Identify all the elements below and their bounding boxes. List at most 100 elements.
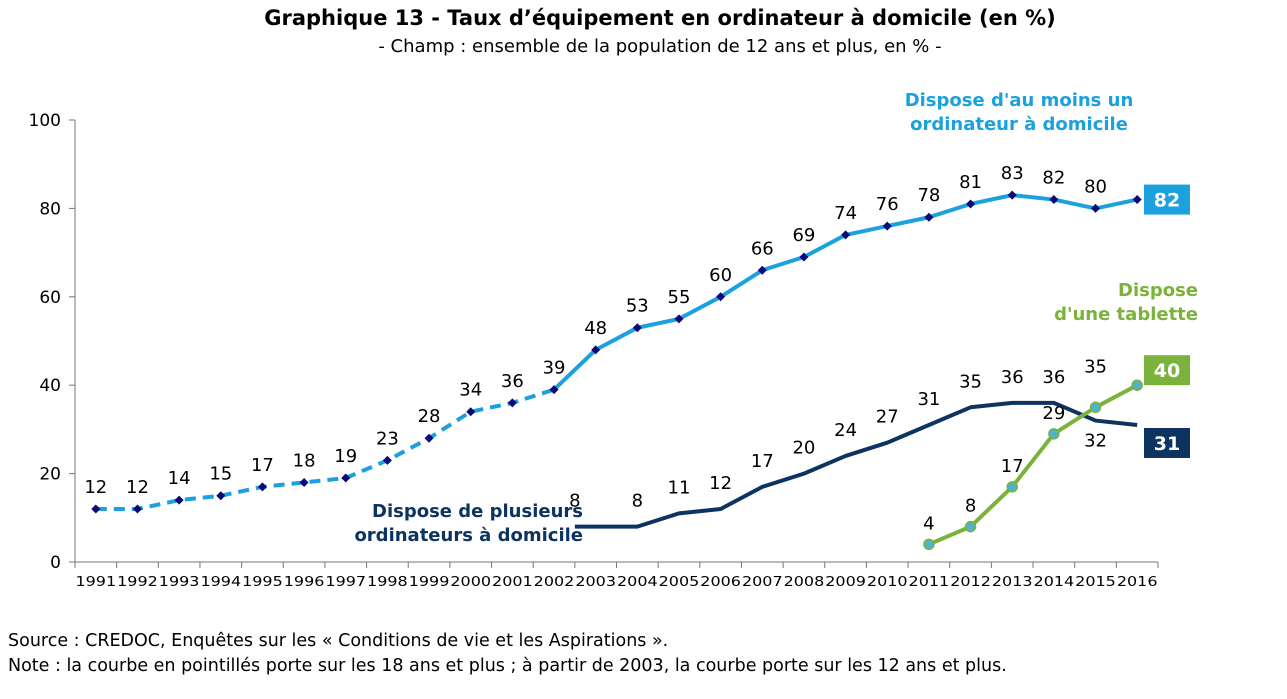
data-point-marker <box>299 477 309 487</box>
data-point-marker <box>841 230 851 240</box>
data-label: 23 <box>376 428 399 449</box>
data-point-marker <box>257 482 267 492</box>
data-point-marker <box>757 265 767 275</box>
data-point-marker <box>549 385 559 395</box>
x-tick-label: 1993 <box>159 574 200 590</box>
data-label: 81 <box>959 172 982 193</box>
data-label: 17 <box>251 455 274 476</box>
data-label: 12 <box>84 477 107 498</box>
series-label-plusieurs: ordinateurs à domicile <box>354 525 583 546</box>
x-tick-label: 1991 <box>75 574 116 590</box>
x-tick-label: 2006 <box>700 574 741 590</box>
data-label: 24 <box>834 420 857 441</box>
data-label: 20 <box>792 438 815 459</box>
chart-subtitle: - Champ : ensemble de la population de 1… <box>378 36 942 57</box>
data-label: 60 <box>709 265 732 286</box>
data-label: 82 <box>1042 168 1065 189</box>
data-point-marker <box>591 345 601 355</box>
x-tick-label: 2004 <box>617 574 658 590</box>
data-point-marker <box>91 504 101 514</box>
x-tick-label: 2010 <box>867 574 908 590</box>
x-tick-label: 1998 <box>367 574 408 590</box>
data-point-marker <box>341 473 351 483</box>
data-point-marker <box>1132 195 1142 205</box>
y-tick-label: 20 <box>39 465 61 485</box>
x-tick-label: 1995 <box>242 574 283 590</box>
end-value-badge-plusieurs-text: 31 <box>1154 433 1180 455</box>
series-line-dashed <box>95 387 555 511</box>
data-point-marker <box>716 292 726 302</box>
end-value-badge-plusieurs <box>1144 427 1190 458</box>
data-label: 55 <box>668 287 691 308</box>
data-label: 11 <box>668 477 691 498</box>
x-tick-label: 2016 <box>1117 574 1158 590</box>
data-label: 32 <box>1084 431 1107 452</box>
data-label: 53 <box>626 296 649 317</box>
data-label: 78 <box>917 185 940 206</box>
data-label: 17 <box>1001 456 1024 477</box>
data-point-marker <box>1006 481 1018 493</box>
y-tick-label: 60 <box>39 288 61 308</box>
data-point-marker <box>924 212 934 222</box>
x-tick-label: 2014 <box>1034 574 1075 590</box>
end-value-badge-ordinateur <box>1144 184 1190 215</box>
data-label: 18 <box>293 450 316 471</box>
chart-axes: 0 20 40 60 80 100 1991 1992 1993 1994 1995 1996 1997… <box>29 111 1159 590</box>
data-label: 8 <box>569 491 580 512</box>
data-label: 36 <box>1001 367 1024 388</box>
data-point-marker <box>964 520 977 533</box>
series-label-tablette: Dispose <box>1118 280 1198 301</box>
x-tick-label: 1997 <box>325 574 366 590</box>
x-tick-label: 2000 <box>450 574 491 590</box>
data-label: 69 <box>792 225 815 246</box>
series-line <box>574 400 1138 529</box>
end-value-badge-tablette-text: 40 <box>1154 360 1180 382</box>
data-label: 48 <box>584 318 607 339</box>
x-tick-label: 1992 <box>117 574 158 590</box>
data-point-marker <box>923 538 935 551</box>
chart-title: Graphique 13 - Taux d’équipement en ordi… <box>264 6 1056 30</box>
data-label: 12 <box>126 477 149 498</box>
data-label: 8 <box>632 491 643 512</box>
data-point-marker <box>216 491 226 501</box>
data-label: 15 <box>209 464 232 485</box>
data-label: 4 <box>923 513 934 534</box>
data-point-marker <box>1007 190 1017 200</box>
data-point-marker <box>382 455 392 465</box>
data-label: 28 <box>418 406 441 427</box>
end-value-badge-ordinateur-text: 82 <box>1154 190 1180 212</box>
series-label-tablette: d'une tablette <box>1054 304 1198 325</box>
x-tick-label: 1999 <box>409 574 450 590</box>
x-tick-label: 2012 <box>950 574 991 590</box>
data-label: 35 <box>1084 356 1107 377</box>
y-tick-label: 100 <box>29 111 61 131</box>
series-label-plusieurs: Dispose de plusieurs <box>372 501 583 522</box>
x-tick-label: 2008 <box>784 574 825 590</box>
data-point-marker <box>1089 401 1102 414</box>
data-point-marker <box>1131 379 1143 391</box>
series-line-solid <box>552 193 1138 392</box>
data-point-marker <box>799 252 809 262</box>
data-label: 12 <box>709 473 732 494</box>
x-tick-label: 2009 <box>825 574 866 590</box>
methodology-note: Note : la courbe en pointillés porte sur… <box>8 656 1007 676</box>
y-tick-label: 0 <box>50 553 61 573</box>
data-label: 31 <box>917 389 940 410</box>
x-tick-label: 2015 <box>1075 574 1116 590</box>
data-point-marker <box>466 407 476 417</box>
data-point-marker <box>424 433 434 443</box>
data-point-marker <box>966 199 976 209</box>
data-point-marker <box>507 398 517 408</box>
data-label: 27 <box>876 407 899 428</box>
data-point-marker <box>1091 203 1101 213</box>
end-value-badge-tablette <box>1144 355 1190 386</box>
x-tick-label: 2003 <box>575 574 616 590</box>
y-tick-label: 40 <box>39 376 61 396</box>
series-line <box>928 383 1139 547</box>
data-label: 34 <box>459 380 482 401</box>
x-tick-label: 2005 <box>659 574 700 590</box>
x-tick-label: 2001 <box>492 574 533 590</box>
data-point-marker <box>632 323 642 333</box>
